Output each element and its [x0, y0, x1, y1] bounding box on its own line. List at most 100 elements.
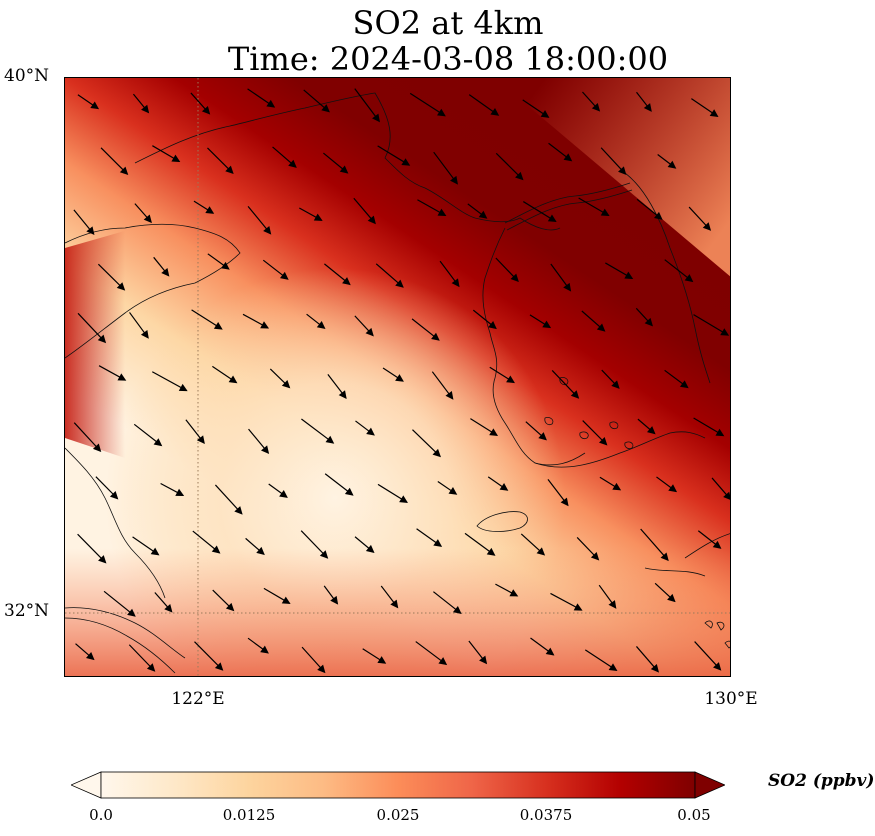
so2-map-panel [64, 77, 731, 677]
wind-arrow-head [325, 435, 335, 444]
colorbar-tick-0: 0.0 [89, 806, 113, 824]
wind-arrow-head [445, 391, 454, 400]
east-islands [704, 620, 730, 649]
wind-arrow-head [90, 101, 100, 110]
colorbar-tick-2: 0.025 [376, 806, 420, 824]
wind-arrow-head [344, 487, 354, 496]
wind-arrow-head [547, 214, 557, 223]
northeast-lighter-area [495, 78, 730, 277]
wind-arrow-head [647, 426, 656, 435]
wind-arrow-head [431, 332, 440, 341]
wind-arrow-head [143, 214, 152, 224]
wind-arrow-head [643, 103, 652, 112]
map-subtitle: Time: 2024-03-08 18:00:00 [227, 40, 669, 78]
wind-arrow-head [205, 206, 215, 214]
wind-arrow-head [608, 600, 617, 609]
jeju-island [476, 511, 528, 532]
wind-arrow-head [598, 437, 608, 446]
wind-arrow-shaft [77, 533, 106, 564]
wind-arrow-head [288, 159, 297, 168]
wind-arrow-head [175, 488, 185, 497]
wind-arrow-head [650, 663, 660, 673]
border-line [504, 182, 631, 224]
wind-arrow-head [667, 160, 677, 169]
wind-arrow-head [319, 550, 329, 559]
map-title: SO2 at 4km [352, 4, 544, 42]
wind-arrow-head [263, 225, 272, 235]
wind-arrow-shaft [194, 641, 223, 671]
wind-arrow-head [261, 445, 270, 455]
wind-arrow-head [611, 380, 620, 389]
so2-field-svg [65, 78, 730, 676]
wind-arrow-head [377, 656, 387, 664]
wind-arrow-head [596, 323, 606, 332]
wind-arrow-head [317, 664, 326, 674]
wind-arrow-head [612, 482, 622, 491]
wind-arrow-head [127, 608, 136, 617]
wind-arrow-head [316, 320, 326, 330]
yangtze-estuary [65, 607, 186, 659]
wind-arrow-head [366, 427, 375, 436]
wind-arrow-head [600, 208, 610, 217]
wind-arrow-head [399, 495, 408, 503]
wind-arrow-head [211, 545, 221, 554]
wind-arrow-head [538, 432, 547, 441]
wind-arrow-head [624, 271, 634, 280]
wind-arrow-head [712, 540, 722, 549]
wind-arrow-head [161, 267, 170, 277]
wind-arrow-head [542, 320, 552, 329]
wind-arrow-head [196, 435, 205, 445]
wind-arrow-head [432, 448, 441, 458]
lon-label-122e: 122°E [171, 689, 225, 709]
wind-arrow-head [713, 662, 722, 671]
wind-arrow-head [260, 321, 270, 329]
map-gridlines [65, 78, 730, 676]
wind-arrow-shaft [409, 92, 446, 117]
wind-arrow-head [171, 154, 181, 163]
wind-arrow-shaft [693, 314, 729, 336]
wind-arrow-head [256, 546, 265, 556]
wind-arrow-head [213, 321, 223, 330]
wind-arrow-head [220, 261, 230, 270]
wind-arrow-head [608, 663, 618, 672]
colorbar-tick-4: 0.05 [677, 806, 711, 824]
wind-arrow-head [401, 158, 411, 166]
wind-vectors [73, 88, 730, 674]
wind-arrow-head [684, 274, 694, 283]
wind-arrow-head [116, 282, 126, 291]
japan-coastline-2 [644, 567, 706, 577]
wind-arrow-head [109, 491, 119, 500]
wind-arrow-head [536, 547, 546, 556]
wind-arrow-head [365, 544, 375, 553]
wind-arrow-head [365, 327, 374, 337]
wind-arrow-head [709, 109, 719, 117]
wind-arrow-head [654, 211, 663, 220]
jiangsu-coastline [65, 447, 166, 599]
western-red-edge [65, 228, 135, 458]
wind-arrow-head [367, 215, 376, 225]
colorbar-label: SO2 (ppbv) [768, 771, 875, 791]
border-line-2 [506, 189, 633, 231]
lat-label-40n: 40°N [4, 66, 50, 86]
wind-arrow-head [668, 484, 678, 493]
korea-east-coastline [624, 172, 711, 384]
wind-arrow-head [339, 165, 349, 174]
wind-arrow-head [201, 106, 211, 115]
colorbar-tick-1: 0.0125 [222, 806, 276, 824]
wind-arrow-head [437, 208, 447, 217]
wind-arrow-head [372, 113, 380, 123]
wind-arrow-head [509, 589, 519, 597]
wind-arrow-head [573, 603, 583, 611]
wind-arrow-head [560, 497, 569, 507]
wind-arrow-head [451, 278, 460, 288]
wind-arrow-head [390, 599, 399, 609]
wind-arrow-head [478, 210, 488, 219]
wind-arrow-head [119, 166, 129, 176]
wind-arrow-head [515, 171, 524, 181]
wind-arrow-head [140, 330, 149, 339]
wind-arrow-head [92, 443, 102, 452]
wind-arrow-head [228, 375, 238, 384]
wind-arrow-head [506, 375, 515, 384]
wind-arrow-head [313, 213, 323, 221]
wind-arrow-shaft [301, 418, 334, 444]
